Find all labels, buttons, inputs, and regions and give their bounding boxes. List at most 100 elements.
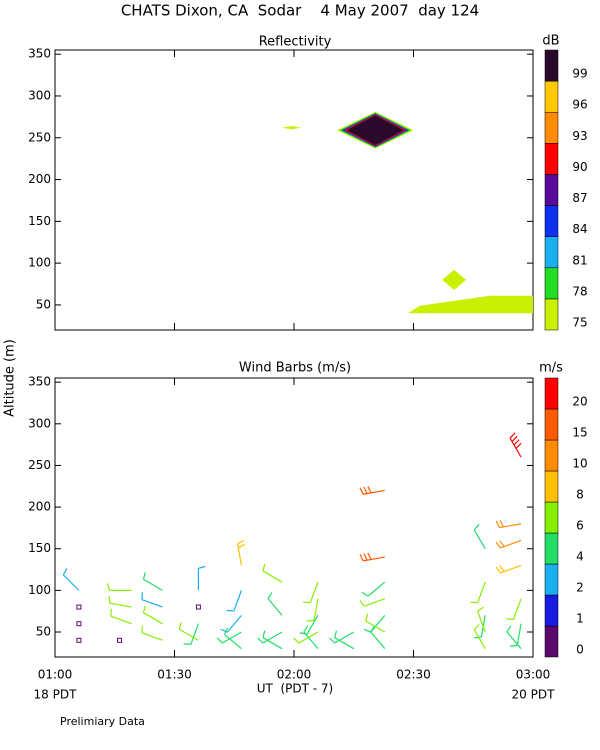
x-end-label: 20 PDT [512,688,556,702]
wind-barb [477,606,486,633]
wind-barb [257,631,283,644]
wind-barb [509,623,522,647]
footer-note: Prelimiary Data [60,715,145,728]
wind-barb [306,598,319,622]
colorbar-label: 90 [572,160,587,174]
wind-barb [237,539,246,566]
wind-barb [495,539,522,549]
y-tick-label: 150 [28,214,51,228]
calm-marker [76,637,82,643]
colorbar-label: 8 [576,488,584,502]
wind-barb [506,625,522,650]
colorbar-label: 2 [576,581,584,595]
wind-barb [365,613,386,633]
wind-barb [473,524,486,550]
wind-barb [334,630,355,650]
colorbar-segment [544,501,559,534]
wind-barb [359,486,385,495]
colorbar-segment [544,80,559,113]
wind-barb [224,627,242,650]
colorbar-segment [544,298,559,331]
colorbar-label: 87 [572,191,587,205]
colorbar-segment [544,49,559,82]
x-tick-label: 03:00 [516,668,551,682]
colorbar-label: 93 [572,129,587,143]
x-start-label: 18 PDT [34,688,78,702]
wind-barb [267,592,283,616]
colorbar-label: 6 [576,519,584,533]
contour-region [282,126,302,130]
colorbar-segment [544,563,559,596]
colorbar-segment [544,625,559,658]
plot-frame [54,49,534,331]
wind-barb [226,590,242,612]
wind-barb [183,623,199,645]
colorbar-segment [544,377,559,410]
y-tick-label: 300 [28,88,51,102]
colorbar-segment [544,111,559,144]
contour-region [408,295,533,314]
calm-marker [195,604,201,610]
wind-barb [110,608,132,625]
wind-barb [178,622,199,641]
y-tick-label: 250 [28,130,51,144]
wind-barb [509,432,522,458]
colorbar-unit: m/s [539,361,563,376]
colorbar-segment [544,594,559,627]
wind-barb [262,630,283,650]
wind-barb [303,625,319,650]
y-tick-label: 350 [28,375,51,389]
x-tick-label: 01:30 [157,668,192,682]
colorbar-segment [544,532,559,565]
colorbar-label: 99 [572,67,587,81]
colorbar-label: 10 [572,457,587,471]
x-tick-label: 01:00 [38,668,73,682]
wind-barb [470,581,486,604]
wind-barb [370,625,386,650]
x-tick-label: 02:00 [277,668,312,682]
colorbar-segment [544,408,559,441]
y-tick-label: 50 [36,297,51,311]
y-axis-label: Altitude (m) [3,339,18,417]
panel-title: Reflectivity [259,35,332,50]
wind-barb [216,631,242,644]
wind-barb [359,552,385,562]
wind-barb [262,563,283,583]
colorbar-label: 15 [572,426,587,440]
colorbar-label: 1 [576,612,584,626]
colorbar-label: 0 [576,643,584,657]
plot-frame [54,377,534,658]
colorbar-unit: dB [542,34,559,49]
colorbar-label: 81 [572,253,587,267]
colorbar-label: 75 [572,316,587,330]
wind-barb [473,623,486,649]
y-tick-label: 100 [28,256,51,270]
colorbar-segment [544,439,559,472]
y-tick-label: 50 [36,625,51,639]
calm-marker [117,637,123,643]
colorbar-segment [544,236,559,269]
wind-barb [108,595,132,608]
page-title: CHATS Dixon, CA Sodar 4 May 2007 day 124 [121,2,479,20]
wind-barb [142,572,163,591]
wind-barb [495,564,522,574]
wind-barb [506,598,522,620]
x-axis-label: UT (PDT - 7) [257,682,334,696]
wind-barb [359,598,386,607]
colorbar-segment [544,174,559,206]
wind-barb [62,568,80,591]
calm-marker [76,604,82,610]
colorbar-label: 84 [572,222,587,236]
y-tick-label: 200 [28,500,51,514]
colorbar-segment [544,205,559,237]
y-tick-label: 250 [28,458,51,472]
y-tick-label: 100 [28,583,51,597]
wind-barb [197,565,206,591]
contour-region [442,269,467,290]
colorbar-segment [544,267,559,300]
contour-region [346,115,404,146]
wind-barb [141,592,163,608]
colorbar-label: 78 [572,284,587,298]
colorbar-label: 20 [572,395,587,409]
